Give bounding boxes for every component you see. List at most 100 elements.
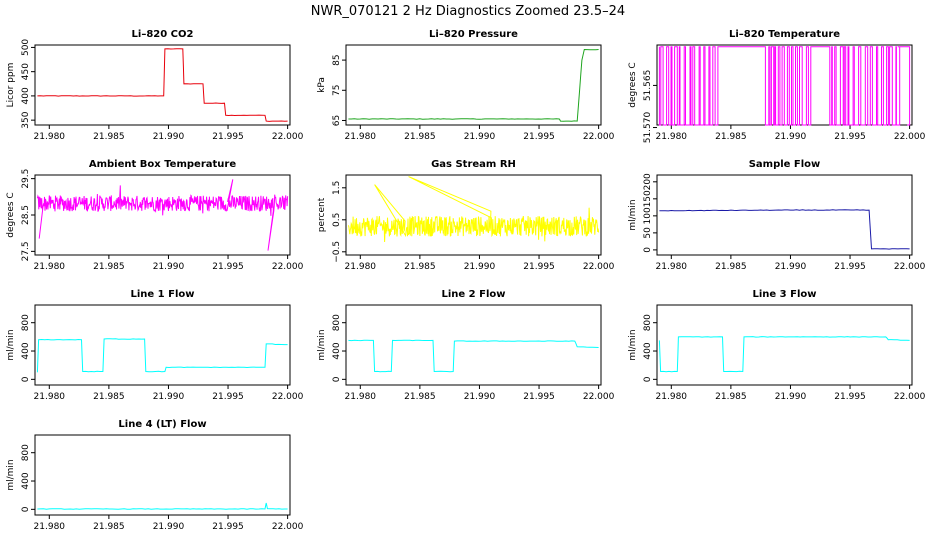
x-tick-label: 21.980 xyxy=(34,132,66,142)
y-tick-label: 350 xyxy=(21,111,31,128)
x-tick-label: 21.980 xyxy=(345,392,377,402)
figure-title: NWR_070121 2 Hz Diagnostics Zoomed 23.5–… xyxy=(311,4,625,19)
series-line xyxy=(347,176,600,243)
x-tick-label: 22.000 xyxy=(894,392,926,402)
x-tick-label: 21.980 xyxy=(656,132,688,142)
panel-title: Line 4 (LT) Flow xyxy=(118,419,206,430)
x-tick-label: 21.990 xyxy=(464,132,496,142)
plot-frame xyxy=(656,304,913,386)
x-tick-label: 21.980 xyxy=(656,392,688,402)
plot-frame xyxy=(345,44,602,126)
panel-9: Line 4 (LT) Flow 21.980 21.985 21.990 21.995… xyxy=(6,419,304,532)
panel-7: Line 2 Flow 21.980 21.985 21.990 21.995 22.00… xyxy=(317,289,615,402)
y-tick-label: 0 xyxy=(21,506,31,512)
y-tick-label: 0 xyxy=(21,376,31,382)
panel-4: Gas Stream RH 21.980 21.985 21.990 21.995 22.… xyxy=(317,159,615,272)
y-tick-label: 400 xyxy=(21,87,31,104)
series-line xyxy=(348,339,599,373)
y-axis-label: Licor ppm xyxy=(6,63,16,108)
y-tick-label: 800 xyxy=(21,314,31,331)
y-axis-label: percent xyxy=(317,197,327,232)
y-tick-label: 800 xyxy=(332,314,342,331)
panel-6: Line 1 Flow 21.980 21.985 21.990 21.995 22.00… xyxy=(6,289,304,402)
x-tick-label: 21.980 xyxy=(345,132,377,142)
x-tick-label: 21.985 xyxy=(93,262,125,272)
x-tick-label: 21.995 xyxy=(523,392,555,402)
y-axis-label: ml/min xyxy=(628,199,638,230)
x-tick-label: 21.995 xyxy=(523,132,555,142)
x-tick-label: 21.990 xyxy=(153,522,185,532)
y-tick-label: 0 xyxy=(332,376,342,382)
x-tick-label: 22.000 xyxy=(894,132,926,142)
y-axis-label: ml/min xyxy=(6,329,16,360)
y-axis-label: kPa xyxy=(317,77,327,93)
x-tick-label: 21.990 xyxy=(775,262,807,272)
x-tick-label: 22.000 xyxy=(894,262,926,272)
x-tick-label: 21.985 xyxy=(715,392,747,402)
panel-title: Li–820 Temperature xyxy=(729,29,840,40)
x-tick-label: 21.990 xyxy=(775,132,807,142)
y-tick-label: 400 xyxy=(643,342,653,359)
x-tick-label: 22.000 xyxy=(583,132,615,142)
y-tick-label: 0.5 xyxy=(332,213,342,227)
series-line xyxy=(658,336,910,373)
x-tick-label: 21.980 xyxy=(656,262,688,272)
panel-title: Gas Stream RH xyxy=(431,159,516,170)
panel-title: Sample Flow xyxy=(749,159,821,170)
y-tick-label: 800 xyxy=(643,314,653,331)
x-tick-label: 21.990 xyxy=(153,262,185,272)
x-tick-label: 21.985 xyxy=(93,392,125,402)
x-tick-label: 21.980 xyxy=(345,262,377,272)
panel-0: Li–820 CO2 21.980 21.985 21.990 21.995 22.000… xyxy=(6,29,304,142)
y-tick-label: 800 xyxy=(21,444,31,461)
x-tick-label: 21.995 xyxy=(212,262,244,272)
x-tick-label: 22.000 xyxy=(272,392,304,402)
plot-frame xyxy=(656,174,913,256)
series-line xyxy=(37,502,288,510)
x-tick-label: 21.990 xyxy=(464,392,496,402)
x-tick-label: 21.990 xyxy=(153,132,185,142)
panel-title: Li–820 CO2 xyxy=(132,29,194,40)
series-line xyxy=(658,46,911,126)
x-tick-label: 21.980 xyxy=(34,262,66,272)
y-tick-label: 0 xyxy=(643,247,653,253)
y-tick-label: −0.5 xyxy=(332,241,342,263)
y-tick-label: 150 xyxy=(643,190,653,207)
x-tick-label: 21.990 xyxy=(464,262,496,272)
x-tick-label: 21.985 xyxy=(404,132,436,142)
x-tick-label: 21.995 xyxy=(523,262,555,272)
y-tick-label: 50 xyxy=(643,227,653,239)
panel-title: Line 2 Flow xyxy=(442,289,506,300)
y-tick-label: 0 xyxy=(643,376,653,382)
x-tick-label: 21.995 xyxy=(212,522,244,532)
x-tick-label: 21.985 xyxy=(404,262,436,272)
x-tick-label: 21.985 xyxy=(404,392,436,402)
y-axis-label: degrees C xyxy=(628,62,638,107)
x-tick-label: 22.000 xyxy=(583,262,615,272)
panel-3: Ambient Box Temperature 21.980 21.985 21.99… xyxy=(6,159,304,272)
y-axis-label: ml/min xyxy=(317,329,327,360)
x-tick-label: 21.990 xyxy=(775,392,807,402)
y-tick-label: 400 xyxy=(21,342,31,359)
y-tick-label: 100 xyxy=(643,207,653,224)
plot-frame xyxy=(345,304,602,386)
plot-frame xyxy=(34,304,291,386)
series-line xyxy=(36,179,289,251)
panel-title: Ambient Box Temperature xyxy=(89,159,236,170)
x-tick-label: 22.000 xyxy=(272,522,304,532)
y-axis-label: ml/min xyxy=(6,459,16,490)
panel-title: Line 1 Flow xyxy=(131,289,195,300)
y-tick-label: 29.5 xyxy=(21,169,31,189)
y-tick-label: 450 xyxy=(21,63,31,80)
x-tick-label: 21.980 xyxy=(34,392,66,402)
y-tick-label: 27.5 xyxy=(21,241,31,261)
x-tick-label: 22.000 xyxy=(272,262,304,272)
series-line xyxy=(348,48,599,122)
panel-5: Sample Flow 21.980 21.985 21.990 21.995 22.00… xyxy=(628,159,926,272)
y-tick-label: 85 xyxy=(332,54,342,65)
y-tick-label: 28.5 xyxy=(21,205,31,225)
panel-2: Li–820 Temperature 21.980 21.985 21.990 21.9… xyxy=(628,29,926,143)
series-line xyxy=(37,48,288,122)
